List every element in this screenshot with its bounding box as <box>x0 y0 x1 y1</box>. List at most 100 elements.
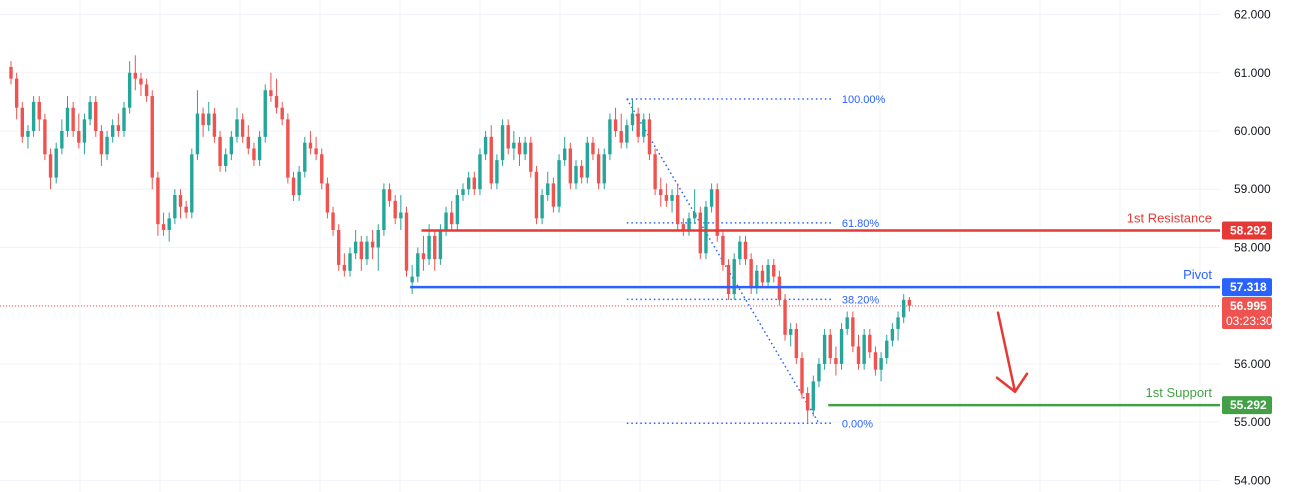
candle-body <box>26 131 30 137</box>
y-tick-label: 54.000 <box>1234 473 1271 487</box>
candle-body <box>99 131 104 155</box>
candle-body <box>60 131 64 149</box>
candle-body <box>625 125 629 143</box>
candle-body <box>43 119 47 155</box>
current-price-countdown: 03:23:30 <box>1226 314 1273 328</box>
candle-body <box>71 107 75 132</box>
candle-body <box>308 142 313 149</box>
candle-body <box>20 107 24 137</box>
candle-body <box>252 148 256 161</box>
candle-body <box>48 154 53 178</box>
candle-body <box>743 241 748 260</box>
candle-body <box>811 381 815 411</box>
candle-body <box>647 119 652 155</box>
candle-body <box>574 165 578 184</box>
support-price-badge <box>1222 396 1272 415</box>
candle-body <box>31 101 36 132</box>
candle-body <box>478 154 482 190</box>
candle-body <box>190 154 194 213</box>
y-tick-label: 58.000 <box>1234 240 1271 254</box>
candle-body <box>760 270 765 283</box>
candle-body <box>297 171 301 196</box>
candle-body <box>286 119 290 178</box>
y-tick-label: 60.000 <box>1234 124 1271 138</box>
candle-body <box>427 235 431 260</box>
candle-body <box>709 189 714 207</box>
candle-body <box>579 165 584 178</box>
candle-body <box>365 241 369 260</box>
candle-body <box>127 72 132 108</box>
candle-body <box>433 235 437 260</box>
support-resistance-levels[interactable]: 1st Resistance Pivot 1st Support <box>410 210 1220 407</box>
candle-body <box>105 136 109 155</box>
candle-body <box>111 125 115 137</box>
candle-body <box>523 142 527 155</box>
candle-body <box>212 113 217 137</box>
candle-body <box>387 189 392 201</box>
forecast-arrow-shaft <box>996 311 1017 394</box>
candle-body <box>732 259 736 295</box>
candle-body <box>274 96 279 108</box>
candle-body <box>659 189 663 196</box>
candle-body <box>150 96 154 178</box>
forecast-arrow[interactable] <box>995 311 1029 394</box>
resistance-label: 1st Resistance <box>1127 210 1212 225</box>
candle-body <box>421 253 426 260</box>
candle-body <box>738 241 742 260</box>
candle-body <box>642 119 646 137</box>
candle-body <box>382 189 386 230</box>
candle-body <box>794 328 799 359</box>
candle-body <box>546 183 550 196</box>
candle-body <box>608 119 612 155</box>
candle-body <box>698 212 702 254</box>
candle-body <box>82 119 87 143</box>
current-price-value: 56.995 <box>1230 299 1267 313</box>
candle-body <box>399 212 403 219</box>
candle-body <box>885 340 889 359</box>
candle-body <box>54 148 58 178</box>
candle-body <box>303 142 307 172</box>
candle-body <box>664 195 669 201</box>
candle-body <box>438 229 443 260</box>
chart-grid <box>0 0 1220 492</box>
candle-body <box>834 358 838 364</box>
candle-body <box>613 119 618 132</box>
candle-body <box>534 171 539 219</box>
candle-body <box>557 160 561 207</box>
candle-body <box>540 195 544 219</box>
candle-body <box>529 142 533 172</box>
candle-body <box>749 259 753 289</box>
candle-body <box>585 142 589 178</box>
candle-body <box>805 393 810 411</box>
candle-body <box>376 229 380 248</box>
candle-body <box>173 195 177 219</box>
candle-body <box>902 299 906 318</box>
candle-body <box>783 299 787 335</box>
candle-body <box>862 334 866 364</box>
candle-body <box>755 270 759 289</box>
candle-body <box>512 142 516 149</box>
support-label: 1st Support <box>1146 385 1213 400</box>
current-price-badge <box>1222 296 1272 329</box>
candle-body <box>472 177 476 190</box>
fibonacci-retracement[interactable]: 100.00% 61.80% 38.20% 0.00% <box>626 94 886 430</box>
candle-body <box>619 131 623 143</box>
candle-body <box>630 113 635 126</box>
candle-body <box>77 131 81 143</box>
candle-body <box>416 253 420 277</box>
candle-body <box>14 78 19 108</box>
candle-body <box>455 195 460 225</box>
resistance-price-badge <box>1222 221 1272 240</box>
candle-body <box>342 264 347 271</box>
fib-level-label: 61.80% <box>842 218 880 230</box>
candle-body <box>325 183 330 213</box>
candle-body <box>789 328 793 335</box>
candle-body <box>873 352 878 370</box>
candle-body <box>715 189 719 236</box>
candle-body <box>393 200 397 219</box>
candle-body <box>359 241 363 260</box>
candle-body <box>766 264 770 283</box>
y-tick-label: 56.000 <box>1234 357 1271 371</box>
